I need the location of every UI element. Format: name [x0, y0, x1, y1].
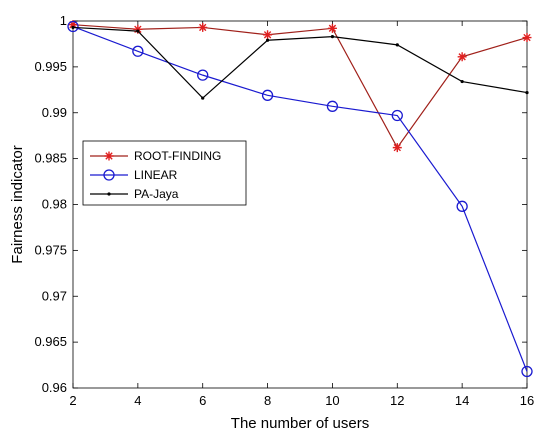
data-point	[522, 33, 532, 43]
y-tick-label: 0.98	[42, 197, 67, 212]
x-tick-label: 12	[390, 393, 404, 408]
legend-marker	[104, 151, 114, 161]
data-point	[263, 30, 273, 40]
data-point	[132, 45, 144, 57]
tick-group: 2 4 6 8 10 12 14 16 0.96 0.965 0.97 0.975 0.98 0.985 0…	[34, 13, 534, 408]
data-point	[197, 69, 209, 81]
data-point	[198, 22, 208, 32]
data-point	[395, 43, 399, 47]
legend-label: PA-Jaya	[134, 187, 179, 201]
data-point	[136, 29, 140, 33]
legend-marker	[103, 169, 115, 181]
y-tick-label: 0.995	[34, 59, 67, 74]
series-line	[72, 24, 528, 149]
series-line	[72, 25, 528, 372]
x-tick-label: 14	[455, 393, 469, 408]
series-line	[72, 26, 528, 99]
data-point	[525, 90, 529, 95]
series-pa-jaya	[71, 25, 529, 100]
data-point	[71, 25, 75, 30]
x-tick-label: 4	[134, 393, 141, 408]
y-tick-label: 0.975	[34, 242, 67, 257]
x-tick-label: 2	[69, 393, 76, 408]
x-axis-label: The number of users	[231, 415, 369, 432]
legend-marker	[107, 192, 111, 196]
y-tick-label: 0.97	[42, 288, 67, 303]
data-point	[133, 24, 143, 34]
data-point	[456, 200, 468, 212]
data-point	[261, 89, 274, 101]
y-axis-label: Fairness indicator	[9, 145, 26, 263]
data-point	[68, 20, 78, 30]
x-tick-label: 6	[199, 393, 206, 408]
data-point	[330, 34, 335, 39]
data-point	[201, 96, 205, 100]
data-point	[521, 365, 533, 378]
y-tick-label: 0.99	[42, 105, 67, 120]
series-linear	[67, 20, 533, 378]
y-tick-label: 1	[60, 13, 67, 28]
series-root-finding	[68, 20, 532, 153]
data-point	[392, 143, 402, 153]
y-tick-label: 0.985	[34, 151, 67, 166]
data-point	[326, 100, 339, 112]
y-tick-label: 0.96	[42, 380, 67, 395]
data-point	[265, 38, 270, 42]
legend-label: LINEAR	[134, 168, 178, 182]
legend: ROOT-FINDING LINEAR PA-Jaya	[82, 140, 247, 206]
series-group	[67, 20, 533, 378]
data-point	[327, 23, 337, 33]
legend-item: LINEAR	[90, 168, 178, 182]
x-tick-label: 16	[520, 393, 534, 408]
y-tick-label: 0.965	[34, 334, 67, 349]
data-point	[460, 79, 464, 84]
data-point	[67, 20, 79, 33]
x-tick-label: 10	[325, 393, 339, 408]
data-point	[391, 109, 403, 122]
data-point	[457, 52, 467, 62]
legend-item: ROOT-FINDING	[90, 149, 221, 163]
legend-label: ROOT-FINDING	[134, 149, 221, 163]
x-tick-label: 8	[264, 393, 271, 408]
legend-item: PA-Jaya	[90, 187, 179, 201]
